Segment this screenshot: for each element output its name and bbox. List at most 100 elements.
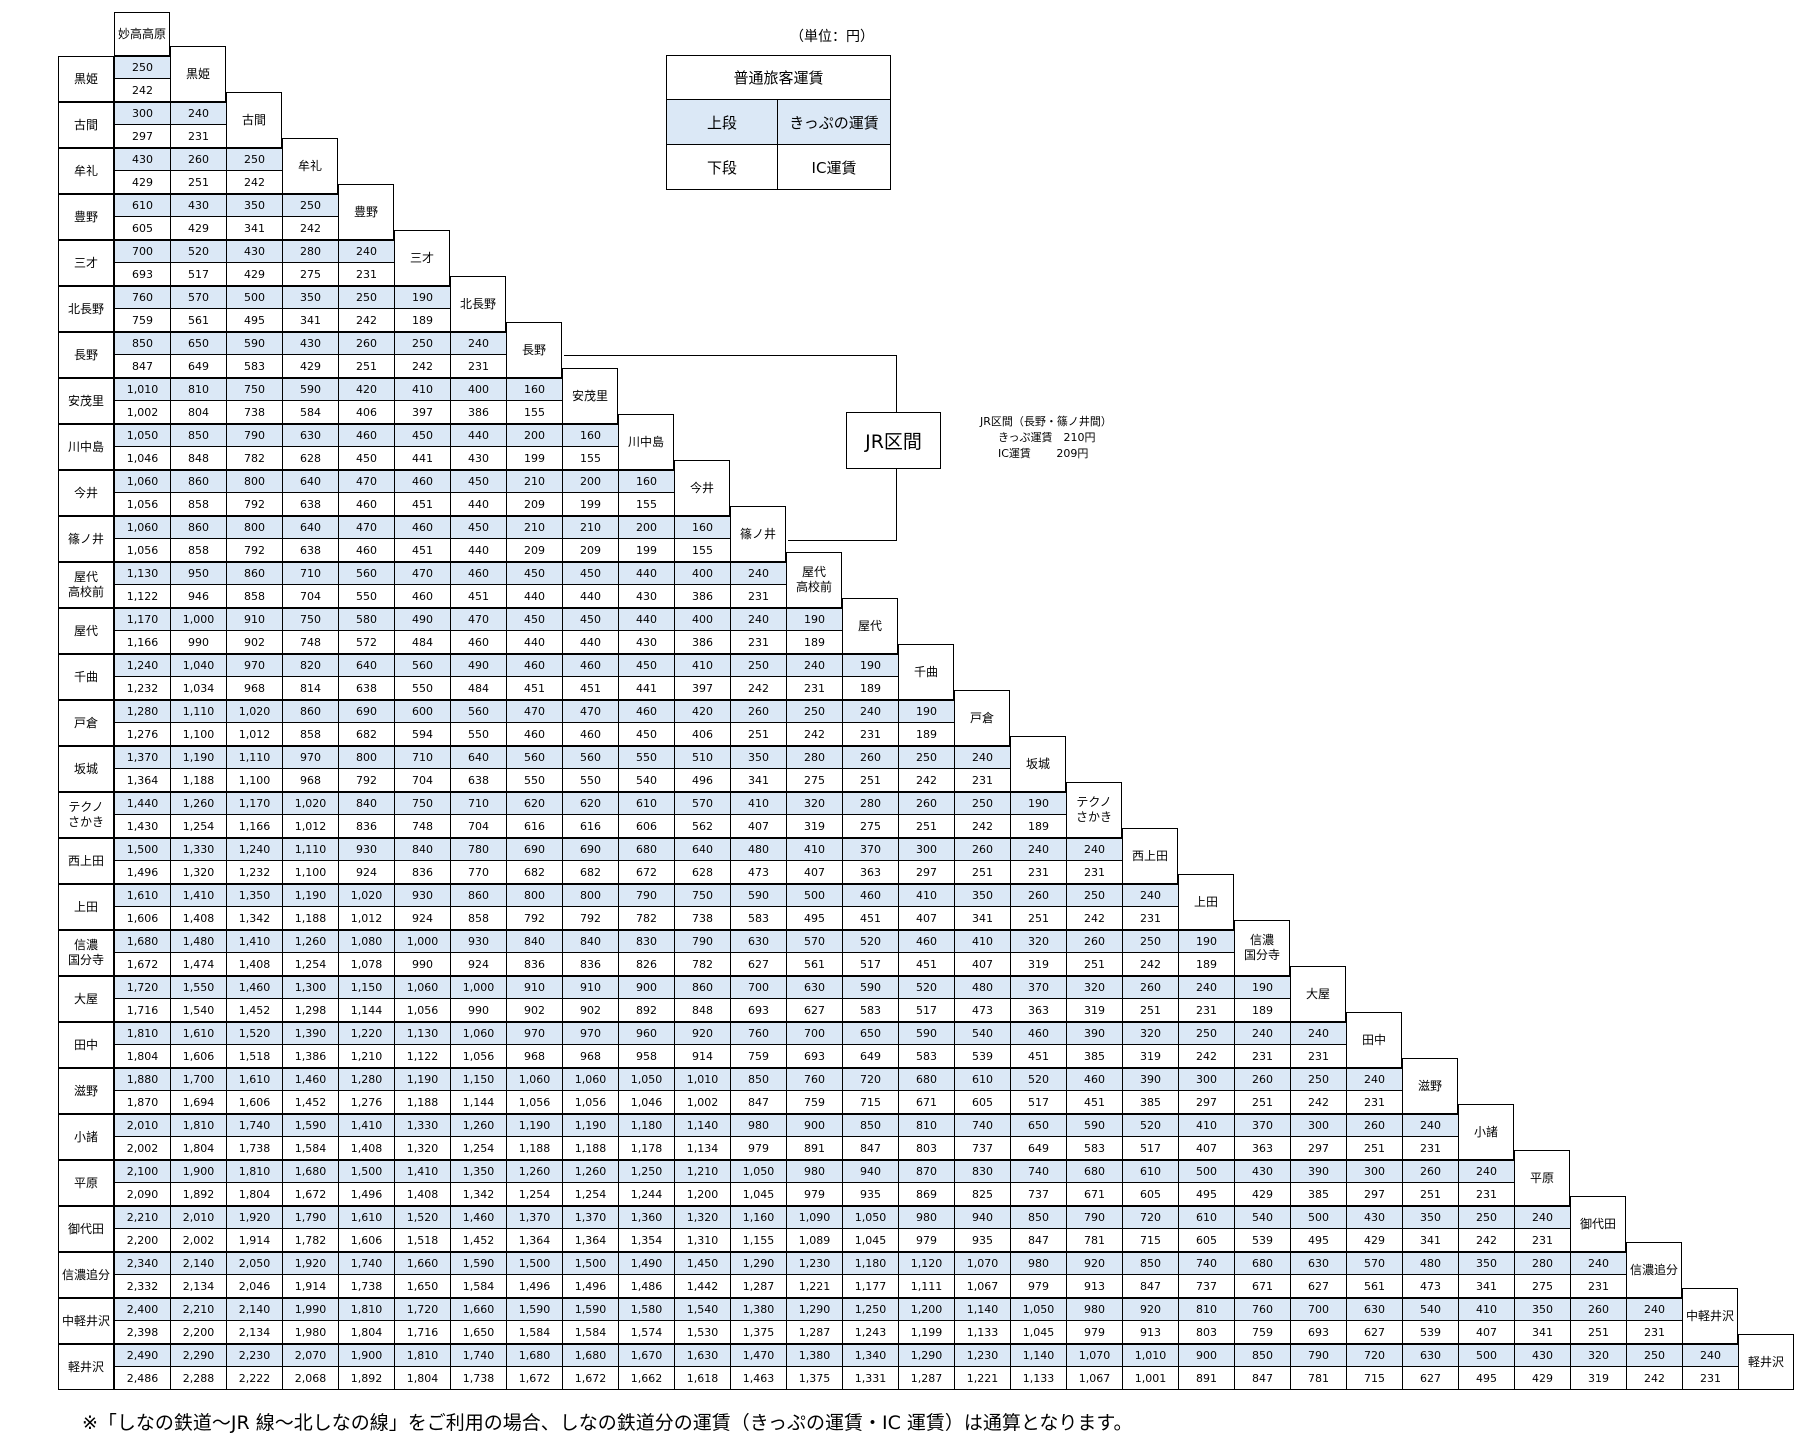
ticket-fare: 1,240	[226, 838, 283, 861]
ticket-fare: 750	[674, 884, 731, 907]
ic-fare: 2,398	[114, 1321, 171, 1344]
ic-fare: 770	[450, 861, 507, 884]
ic-fare: 251	[730, 723, 787, 746]
ticket-fare: 610	[1122, 1160, 1179, 1183]
ticket-fare: 1,280	[338, 1068, 395, 1091]
ic-fare: 251	[898, 815, 955, 838]
ic-fare: 539	[1402, 1321, 1459, 1344]
ic-fare: 594	[394, 723, 451, 746]
ic-fare: 715	[1122, 1229, 1179, 1252]
ticket-fare: 970	[562, 1022, 619, 1045]
ticket-fare: 1,050	[730, 1160, 787, 1183]
station-label: 今井	[58, 470, 114, 516]
ic-fare: 1,221	[954, 1367, 1011, 1390]
ic-fare: 759	[730, 1045, 787, 1068]
ic-fare: 968	[226, 677, 283, 700]
ticket-fare: 350	[954, 884, 1011, 907]
ic-fare: 1,804	[114, 1045, 171, 1068]
ic-fare: 450	[338, 447, 395, 470]
ticket-fare: 1,810	[226, 1160, 283, 1183]
ticket-fare: 1,920	[282, 1252, 339, 1275]
ic-fare: 495	[786, 907, 843, 930]
ic-fare: 155	[618, 493, 675, 516]
ticket-fare: 240	[170, 102, 227, 125]
ticket-fare: 240	[1626, 1298, 1683, 1321]
ic-fare: 460	[338, 493, 395, 516]
ic-fare: 1,188	[282, 907, 339, 930]
ic-fare: 1,584	[282, 1137, 339, 1160]
ticket-fare: 1,390	[282, 1022, 339, 1045]
ic-fare: 495	[1178, 1183, 1235, 1206]
ticket-fare: 240	[338, 240, 395, 263]
ticket-fare: 1,050	[114, 424, 171, 447]
ticket-fare: 460	[394, 470, 451, 493]
station-label: 豊野	[338, 184, 394, 240]
ticket-fare: 210	[506, 470, 563, 493]
ticket-fare: 1,230	[954, 1344, 1011, 1367]
ticket-fare: 680	[1234, 1252, 1291, 1275]
ticket-fare: 640	[338, 654, 395, 677]
ic-fare: 429	[226, 263, 283, 286]
ic-fare: 430	[450, 447, 507, 470]
ticket-fare: 350	[1402, 1206, 1459, 1229]
ticket-fare: 480	[1402, 1252, 1459, 1275]
ic-fare: 1,310	[674, 1229, 731, 1252]
ticket-fare: 580	[338, 608, 395, 631]
ticket-fare: 1,810	[114, 1022, 171, 1045]
ticket-fare: 1,610	[226, 1068, 283, 1091]
ticket-fare: 450	[450, 470, 507, 493]
ic-fare: 803	[898, 1137, 955, 1160]
ticket-fare: 450	[562, 608, 619, 631]
ic-fare: 319	[1066, 999, 1123, 1022]
station-label: 三才	[58, 240, 114, 286]
ic-fare: 155	[674, 539, 731, 562]
ticket-fare: 1,050	[1010, 1298, 1067, 1321]
ticket-fare: 1,160	[730, 1206, 787, 1229]
ticket-fare: 2,140	[226, 1298, 283, 1321]
ic-fare: 242	[226, 171, 283, 194]
ic-fare: 451	[842, 907, 899, 930]
ticket-fare: 470	[506, 700, 563, 723]
ic-fare: 341	[282, 309, 339, 332]
ticket-fare: 160	[562, 424, 619, 447]
ic-fare: 2,002	[170, 1229, 227, 1252]
ic-fare: 935	[954, 1229, 1011, 1252]
jr-note-title: JR区間（長野・篠ノ井間）	[980, 415, 1112, 428]
ic-fare: 199	[562, 493, 619, 516]
ticket-fare: 240	[786, 654, 843, 677]
ticket-fare: 700	[730, 976, 787, 999]
ic-fare: 407	[730, 815, 787, 838]
ic-fare: 429	[1234, 1183, 1291, 1206]
station-label: 千曲	[898, 644, 954, 700]
ic-fare: 242	[1458, 1229, 1515, 1252]
ticket-fare: 1,410	[170, 884, 227, 907]
ticket-fare: 700	[1290, 1298, 1347, 1321]
ic-fare: 242	[282, 217, 339, 240]
ic-fare: 231	[1290, 1045, 1347, 1068]
ic-fare: 517	[1122, 1137, 1179, 1160]
ticket-fare: 1,090	[786, 1206, 843, 1229]
ticket-fare: 320	[786, 792, 843, 815]
ticket-fare: 1,180	[842, 1252, 899, 1275]
ticket-fare: 610	[1178, 1206, 1235, 1229]
ic-fare: 2,046	[226, 1275, 283, 1298]
ic-fare: 341	[954, 907, 1011, 930]
ic-fare: 1,738	[338, 1275, 395, 1298]
station-label: 平原	[58, 1160, 114, 1206]
ticket-fare: 1,110	[170, 700, 227, 723]
ic-fare: 1,804	[394, 1367, 451, 1390]
ticket-fare: 1,150	[450, 1068, 507, 1091]
ticket-fare: 1,410	[226, 930, 283, 953]
station-label: 牟礼	[58, 148, 114, 194]
ic-fare: 1,618	[674, 1367, 731, 1390]
ic-fare: 451	[506, 677, 563, 700]
ticket-fare: 520	[898, 976, 955, 999]
ic-fare: 782	[226, 447, 283, 470]
ticket-fare: 1,590	[282, 1114, 339, 1137]
ticket-fare: 1,900	[170, 1160, 227, 1183]
ticket-fare: 410	[786, 838, 843, 861]
ticket-fare: 1,320	[674, 1206, 731, 1229]
ticket-fare: 800	[226, 470, 283, 493]
legend-title: 普通旅客運賃	[666, 55, 891, 100]
ic-fare: 451	[394, 493, 451, 516]
